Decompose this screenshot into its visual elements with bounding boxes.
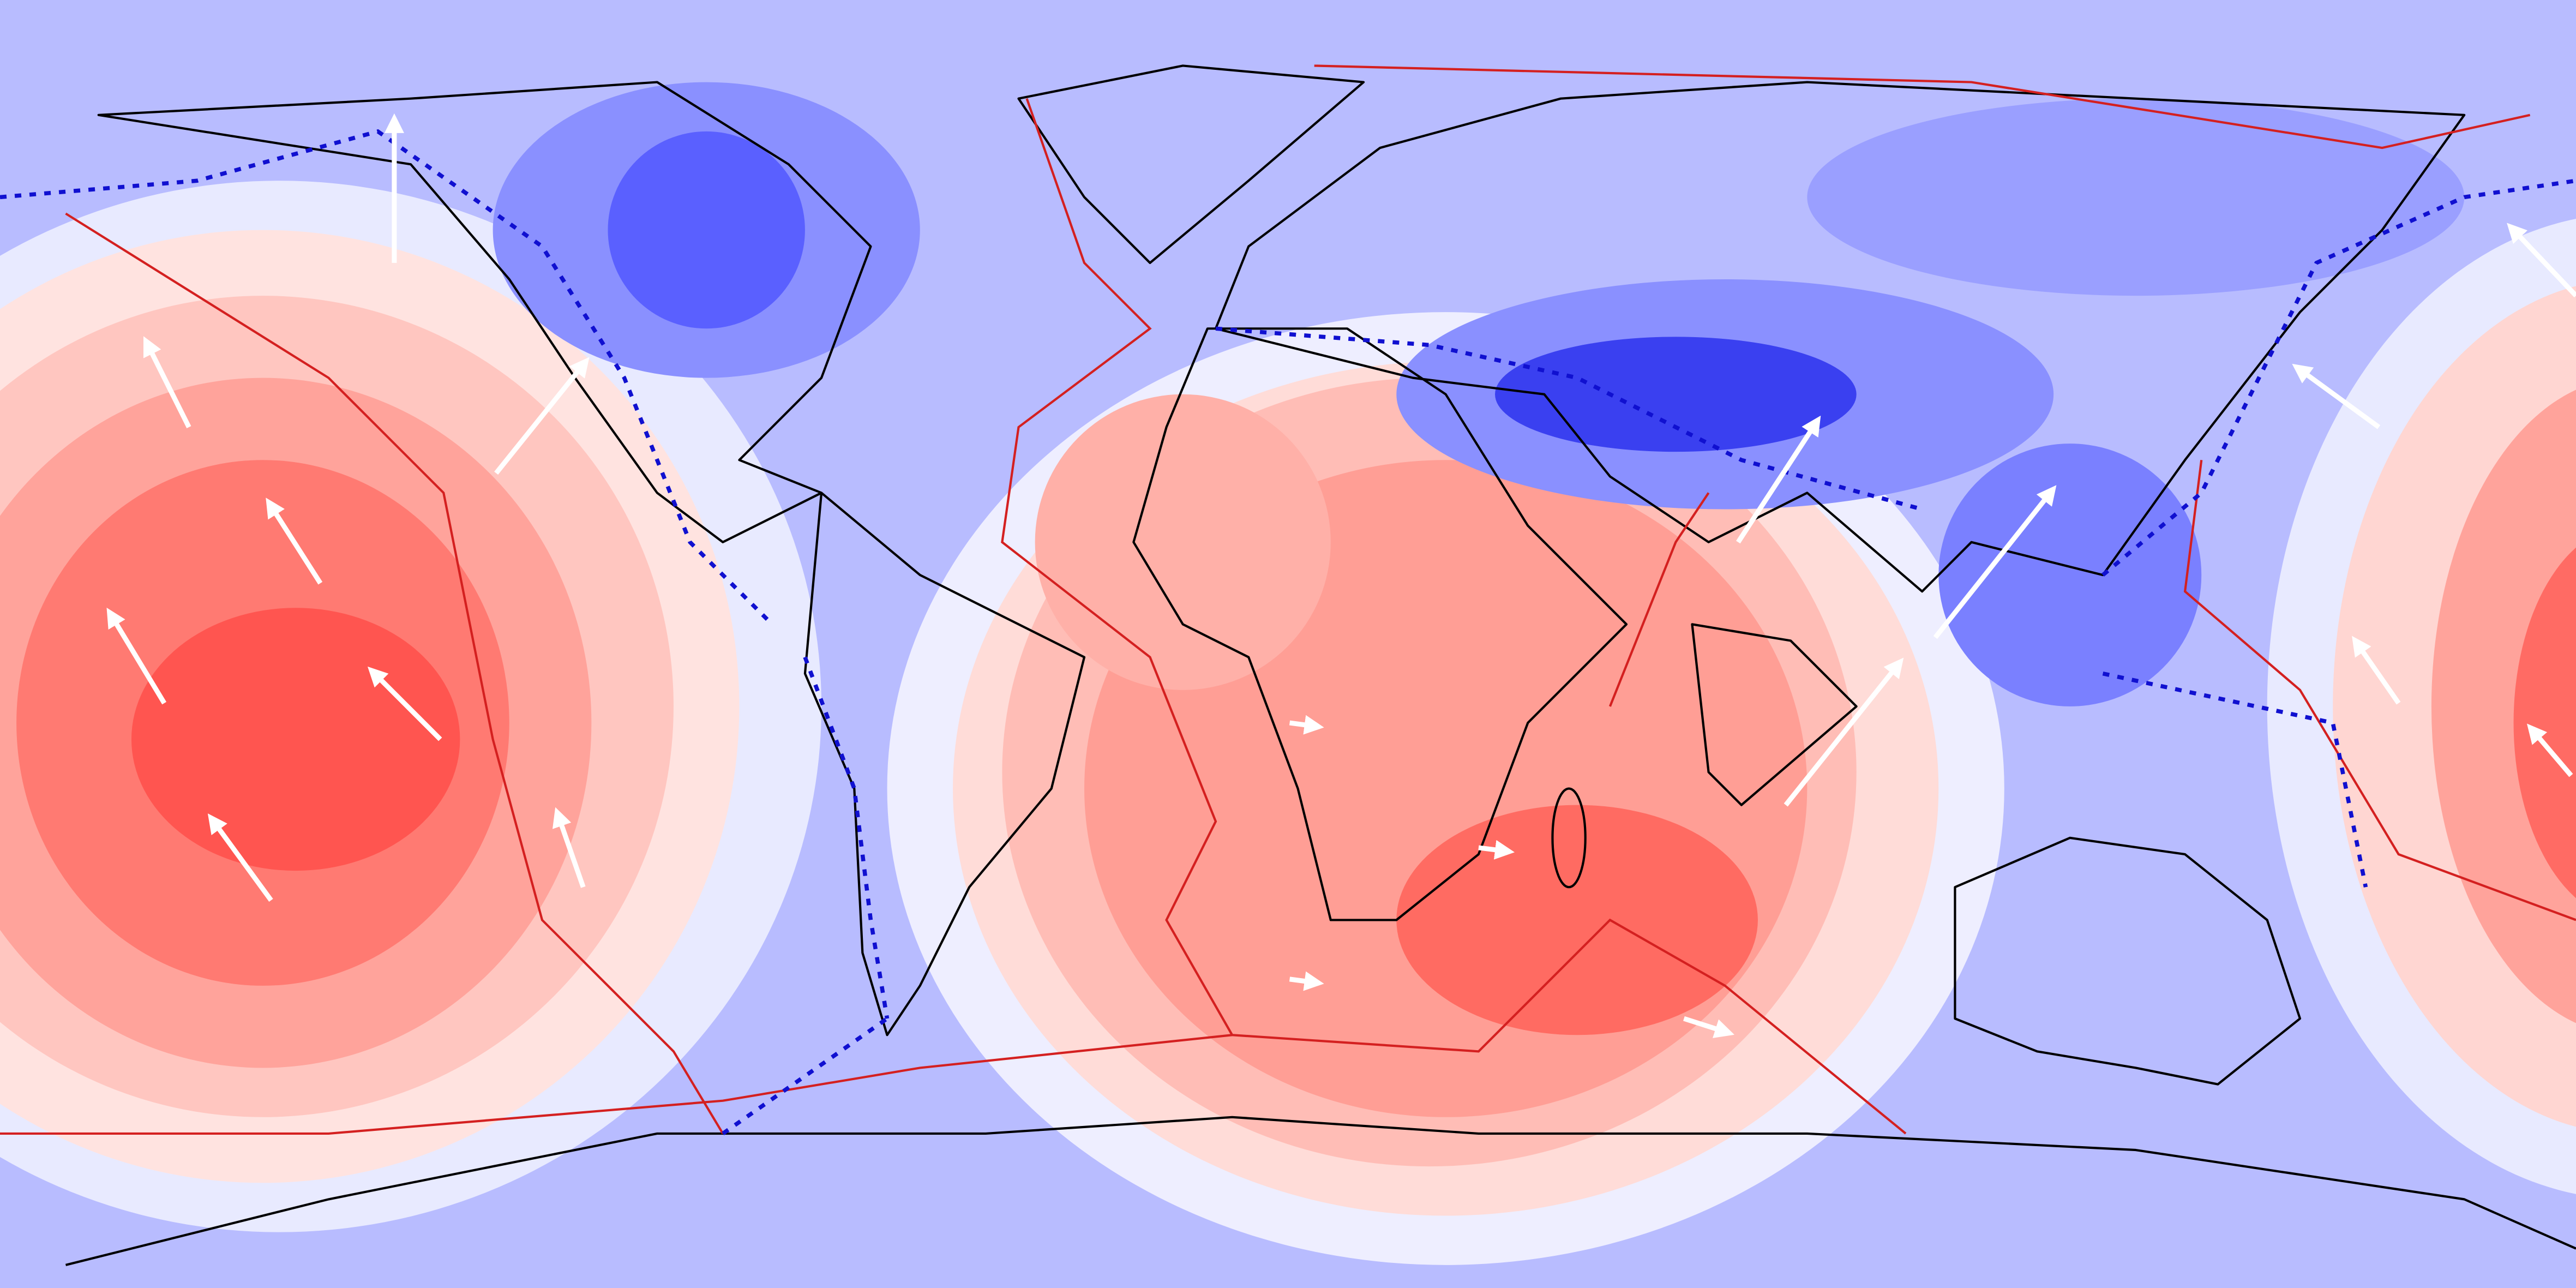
subduction-zones — [0, 129, 2576, 1136]
plate-boundaries — [0, 64, 2576, 1135]
coastlines — [65, 64, 2576, 1266]
high-field — [0, 181, 2576, 1265]
low-field — [493, 82, 2465, 706]
velocity-arrows — [106, 113, 2576, 1038]
